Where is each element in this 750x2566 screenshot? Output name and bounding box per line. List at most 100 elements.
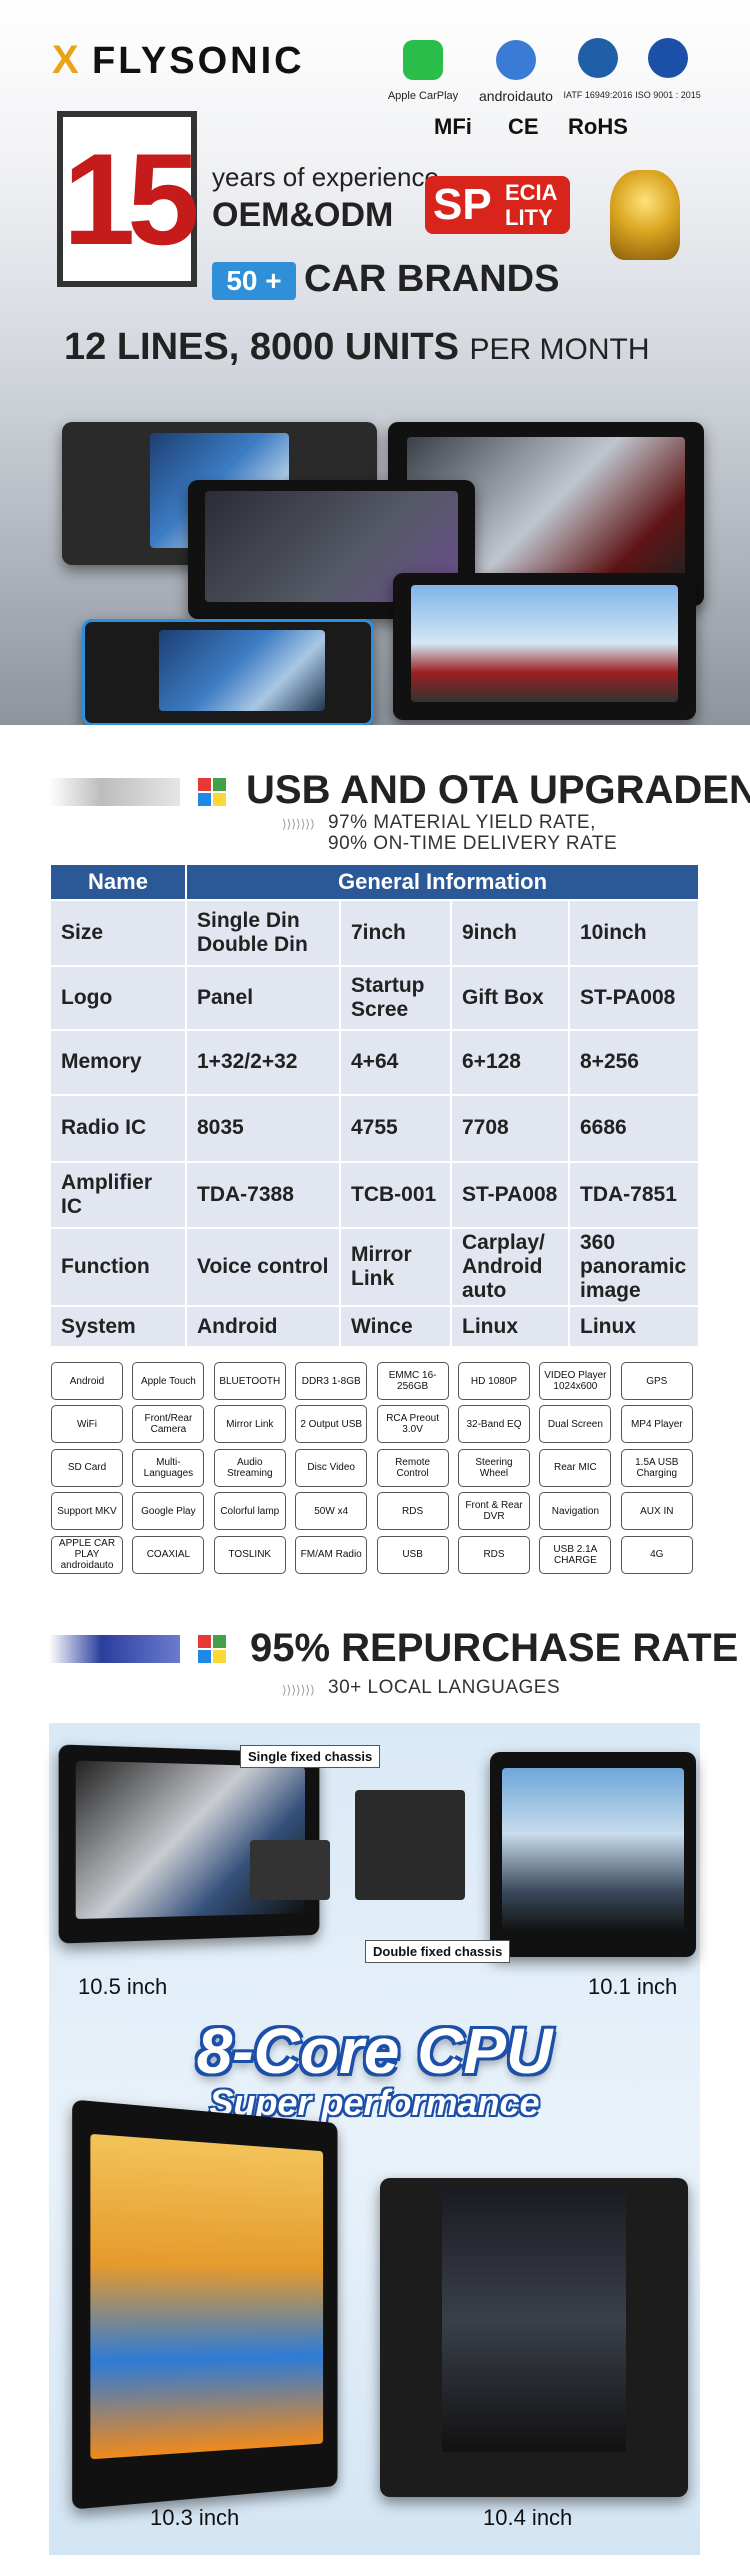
section-title: USB AND OTA UPGRADEN: [246, 768, 750, 812]
table-cell: 4755: [339, 1094, 452, 1163]
product-label: 10.5 inch: [78, 1974, 168, 1999]
feature-icon: Support MKV: [51, 1492, 123, 1531]
feature-icon: Google Play: [132, 1492, 205, 1531]
logo-mark: X: [52, 38, 79, 82]
chassis: [355, 1790, 465, 1900]
feature-icon: Remote Control: [376, 1448, 449, 1487]
table-row: Function Voice control Mirror Link Carplay/…: [49, 1226, 701, 1308]
capacity-suffix: PER MONTH: [469, 333, 650, 366]
iatf-icon: [578, 38, 618, 78]
feature-icon: RCA Preout 3.0V: [376, 1405, 449, 1444]
icon-cell: [213, 1635, 226, 1648]
table-cell: TDA-7388: [185, 1161, 341, 1229]
header-cell: Name: [49, 863, 187, 901]
icon-cell: [198, 1635, 211, 1648]
device-screen: [502, 1768, 684, 1933]
section-subtitle: 30+ LOCAL LANGUAGES: [328, 1677, 561, 1698]
table-cell: 7708: [450, 1094, 570, 1163]
feature-icon: 32-Band EQ: [458, 1405, 530, 1444]
row-label: Function: [49, 1226, 187, 1308]
feature-icon: WiFi: [51, 1405, 123, 1444]
product-label: 10.3 inch: [150, 2505, 240, 2530]
brands-count: 50 +: [212, 262, 296, 300]
table-cell: 8035: [185, 1094, 341, 1163]
badge-label: Apple CarPlay: [387, 90, 459, 102]
brands-text: CAR BRANDS: [304, 258, 560, 300]
table-row: Size Single Din Double Din 7inch 9inch 10inc…: [49, 899, 701, 967]
row-label: Logo: [49, 965, 187, 1031]
feature-icon: RDS: [376, 1492, 449, 1531]
oem-text: OEM&ODM: [212, 196, 394, 234]
section-subtitle: 90% ON-TIME DELIVERY RATE: [328, 833, 618, 854]
row-label: Amplifier IC: [49, 1161, 187, 1229]
device-screen: [90, 2133, 324, 2460]
experience-text: years of experience: [212, 162, 439, 192]
row-label: Memory: [49, 1029, 187, 1096]
feature-icon: RDS: [458, 1535, 530, 1574]
section-title: 95% REPURCHASE RATE: [250, 1626, 739, 1670]
product-label: 10.4 inch: [483, 2505, 573, 2530]
icon-cell: [213, 1650, 226, 1663]
speciality-text: ECIA: [505, 180, 558, 205]
speciality-text: LITY: [505, 205, 553, 230]
row-label: Size: [49, 899, 187, 967]
feature-icon: GPS: [620, 1362, 693, 1400]
table-row: System Android Wince Linux Linux: [49, 1305, 701, 1349]
table-cell: Startup Scree: [339, 965, 452, 1031]
table-row: Radio IC 8035 4755 7708 6686: [49, 1094, 701, 1163]
table-cell: Linux: [567, 1305, 701, 1349]
feature-icon: Mirror Link: [213, 1405, 286, 1444]
feature-icon: Navigation: [539, 1492, 612, 1531]
feature-icon: Audio Streaming: [213, 1448, 286, 1487]
hero-banner: X FLYSONIC Apple CarPlay androidauto IAT…: [0, 0, 750, 725]
chassis: [250, 1840, 330, 1900]
feature-icon: Multi-Languages: [132, 1448, 205, 1487]
row-label: System: [49, 1305, 187, 1349]
table-cell: Single Din Double Din: [185, 899, 341, 967]
spec-table: Name General Information Size Single Din Do…: [49, 863, 701, 1349]
callout-label: Double fixed chassis: [365, 1940, 511, 1963]
table-cell: 1+32/2+32: [185, 1029, 341, 1096]
badge-label: ISO 9001 : 2015: [635, 90, 701, 100]
device-image: [490, 1752, 696, 1957]
table-cell: Mirror Link: [339, 1226, 452, 1308]
header-row: Name General Information: [49, 863, 701, 901]
feature-icon: HD 1080P: [458, 1362, 530, 1400]
speciality-badge: SP ECIA LITY: [425, 176, 570, 234]
capacity-text: 12 LINES, 8000 UNITS PER MONTH: [64, 326, 650, 369]
device-image: [380, 2178, 688, 2497]
feature-icon: Apple Touch: [132, 1362, 205, 1400]
iso-icon: [648, 38, 688, 78]
table-cell: 6686: [567, 1094, 701, 1163]
feature-icon: APPLE CAR PLAY androidauto: [51, 1535, 123, 1574]
table-cell: 360 panoramic image: [567, 1226, 701, 1308]
capacity-main: 12 LINES, 8000 UNITS: [64, 326, 459, 368]
cpu-title: 8-Core CPU: [196, 2015, 553, 2087]
section-icon: [198, 1635, 226, 1663]
feature-icon: 1.5A USB Charging: [620, 1448, 693, 1487]
feature-icon: USB 2.1A CHARGE: [539, 1535, 612, 1574]
feature-icon: Rear MIC: [539, 1448, 612, 1487]
feature-icon: USB: [376, 1535, 449, 1574]
device-image: [82, 619, 374, 725]
icon-cell: [198, 793, 211, 806]
dots: ⟩⟩⟩⟩⟩⟩⟩: [282, 817, 315, 831]
feature-icon: AUX IN: [620, 1492, 693, 1531]
feature-icon: Android: [51, 1362, 123, 1400]
device-screen: [159, 630, 326, 711]
table-cell: Panel: [185, 965, 341, 1031]
table-cell: 10inch: [567, 899, 701, 967]
table-cell: Gift Box: [450, 965, 570, 1031]
device-screen: [411, 584, 678, 703]
feature-icon: Front/Rear Camera: [132, 1405, 205, 1444]
feature-icon: FM/AM Radio: [295, 1535, 368, 1574]
table-cell: 9inch: [450, 899, 570, 967]
feature-grid: Android Apple Touch BLUETOOTH DDR3 1-8GB EMM…: [49, 1362, 700, 1577]
row-label: Radio IC: [49, 1094, 187, 1163]
androidauto-icon: [496, 40, 536, 80]
icon-cell: [198, 1650, 211, 1663]
section-subtitle: 97% MATERIAL YIELD RATE,: [328, 812, 596, 833]
icon-cell: [213, 793, 226, 806]
feature-icon: 2 Output USB: [295, 1405, 368, 1444]
